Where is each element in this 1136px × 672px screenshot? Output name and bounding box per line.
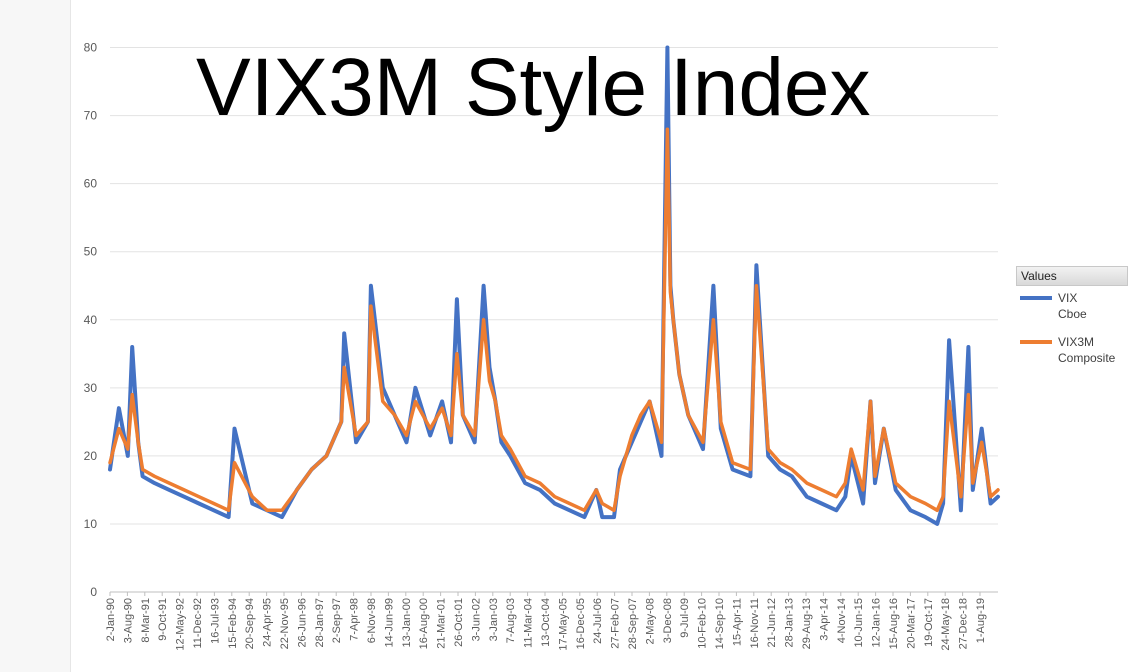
x-tick-label: 13-Jan-00 [401, 598, 413, 648]
x-tick-label: 16-Jul-93 [209, 598, 221, 644]
legend-label-line2: Composite [1058, 351, 1116, 365]
x-tick-label: 15-Feb-94 [227, 598, 239, 649]
x-tick-label: 7-Aug-03 [505, 598, 517, 643]
y-tick-label: 70 [84, 109, 98, 123]
x-tick-label: 17-May-05 [557, 598, 569, 651]
x-tick-label: 29-Aug-13 [801, 598, 813, 649]
x-tick-label: 14-Jun-99 [383, 598, 395, 648]
x-tick-label: 3-Aug-90 [122, 598, 134, 643]
x-tick-label: 7-Apr-98 [349, 598, 361, 641]
x-tick-label: 11-Dec-92 [192, 598, 204, 649]
y-tick-label: 30 [84, 381, 98, 395]
y-tick-label: 20 [84, 449, 98, 463]
x-tick-label: 26-Oct-01 [453, 598, 465, 647]
x-tick-label: 27-Feb-07 [610, 598, 622, 649]
legend-label-line2: Cboe [1058, 307, 1087, 321]
x-tick-label: 4-Nov-14 [836, 598, 848, 643]
x-tick-label: 9-Jul-09 [679, 598, 691, 638]
legend-item-vix3m[interactable]: VIX3M Composite [1016, 330, 1128, 374]
x-tick-label: 15-Aug-16 [888, 598, 900, 649]
x-tick-label: 3-Jun-02 [470, 598, 482, 641]
x-tick-label: 28-Sep-07 [627, 598, 639, 649]
legend: Values VIX Cboe VIX3M Composite [1016, 266, 1128, 376]
x-tick-label: 22-Nov-95 [279, 598, 291, 649]
legend-label-vix3m: VIX3M Composite [1058, 334, 1128, 366]
x-tick-label: 28-Jan-97 [314, 598, 326, 648]
x-tick-label: 1-Aug-19 [975, 598, 987, 643]
x-tick-label: 6-Nov-98 [366, 598, 378, 643]
y-tick-label: 10 [84, 517, 98, 531]
x-tick-label: 11-Mar-04 [523, 598, 535, 648]
legend-swatch-vix [1020, 296, 1052, 300]
y-tick-label: 50 [84, 245, 98, 259]
x-tick-label: 13-Oct-04 [540, 598, 552, 647]
x-tick-label: 16-Nov-11 [749, 598, 761, 649]
y-tick-label: 60 [84, 177, 98, 191]
x-tick-label: 14-Sep-10 [714, 598, 726, 649]
x-tick-label: 19-Oct-17 [923, 598, 935, 647]
x-tick-label: 24-Jul-06 [592, 598, 604, 644]
left-panel-strip [0, 0, 71, 672]
x-tick-label: 2-Jan-90 [105, 598, 117, 641]
x-tick-label: 27-Dec-18 [958, 598, 970, 649]
x-tick-label: 26-Jun-96 [296, 598, 308, 648]
legend-item-vix[interactable]: VIX Cboe [1016, 286, 1128, 330]
y-tick-label: 0 [90, 585, 97, 599]
x-tick-label: 21-Jun-12 [766, 598, 778, 648]
x-tick-label: 16-Aug-00 [418, 598, 430, 649]
series-line-vix3m [108, 127, 1000, 513]
x-tick-label: 2-Sep-97 [331, 598, 343, 643]
x-tick-label: 12-May-92 [175, 598, 187, 651]
x-tick-label: 9-Oct-91 [157, 598, 169, 641]
x-tick-label: 3-Jan-03 [488, 598, 500, 641]
x-tick-label: 15-Apr-11 [731, 598, 743, 646]
x-tick-label: 16-Dec-05 [575, 598, 587, 649]
x-tick-label: 28-Jan-13 [784, 598, 796, 648]
legend-header: Values [1016, 266, 1128, 286]
x-tick-label: 8-Mar-91 [140, 598, 152, 643]
x-tick-label: 24-May-18 [940, 598, 952, 651]
x-tick-label: 10-Jun-15 [853, 598, 865, 648]
x-tick-label: 21-Mar-01 [436, 598, 448, 649]
legend-swatch-vix3m [1020, 340, 1052, 344]
legend-label-line1: VIX [1058, 291, 1078, 305]
x-tick-label: 10-Feb-10 [697, 598, 709, 649]
x-tick-label: 3-Dec-08 [662, 598, 674, 643]
x-tick-label: 20-Sep-94 [244, 598, 256, 649]
x-tick-label: 20-Mar-17 [905, 598, 917, 649]
legend-label-line1: VIX3M [1058, 335, 1095, 349]
y-tick-label: 80 [84, 41, 98, 55]
legend-label-vix: VIX Cboe [1058, 290, 1128, 322]
x-tick-label: 3-Apr-14 [818, 598, 830, 641]
x-tick-label: 12-Jan-16 [871, 598, 883, 648]
y-tick-label: 40 [84, 313, 98, 327]
x-tick-label: 24-Apr-95 [262, 598, 274, 647]
x-tick-label: 2-May-08 [644, 598, 656, 644]
